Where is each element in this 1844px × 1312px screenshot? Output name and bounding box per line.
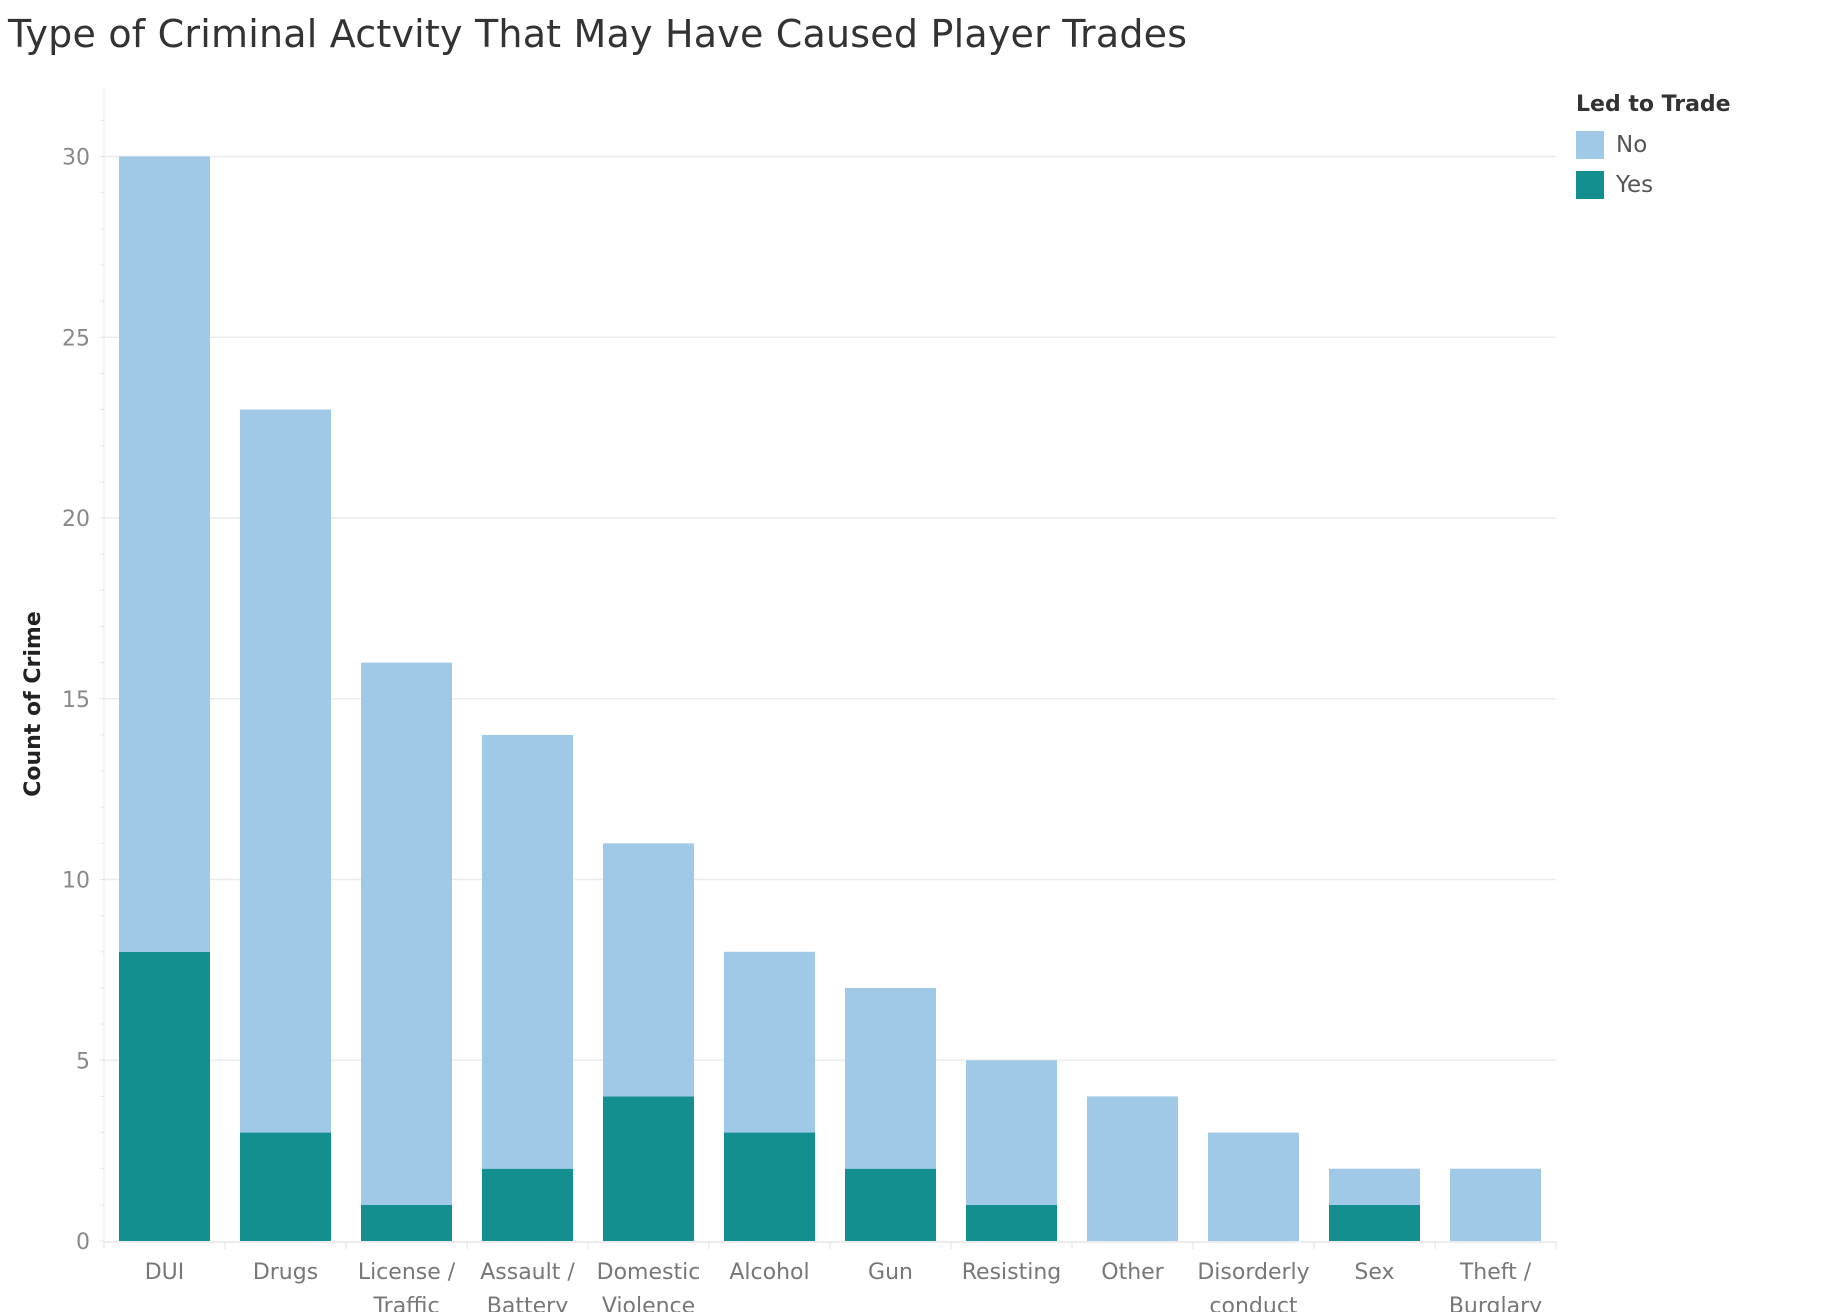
bar-no <box>603 843 694 1097</box>
bar-no <box>1450 1168 1541 1241</box>
y-tick-label: 30 <box>62 146 90 171</box>
bar-no <box>361 662 452 1205</box>
y-tick-label: 20 <box>62 507 90 532</box>
legend-swatch <box>1576 131 1604 159</box>
x-tick-label: conduct <box>1209 1294 1298 1312</box>
x-tick-label: Domestic <box>597 1260 701 1285</box>
legend-item-yes[interactable]: Yes <box>1576 165 1731 205</box>
bar-no <box>119 156 210 952</box>
bar-yes <box>845 1168 936 1241</box>
legend-label: No <box>1616 132 1648 158</box>
x-tick-label: Other <box>1101 1260 1164 1285</box>
x-tick-label: DUI <box>145 1260 185 1285</box>
x-tick-label: Gun <box>868 1260 913 1285</box>
x-tick-label: Burglary <box>1449 1294 1542 1312</box>
y-tick-label: 5 <box>76 1049 90 1074</box>
x-tick-label: Violence <box>602 1294 695 1312</box>
x-tick-label: Sex <box>1354 1260 1394 1285</box>
y-tick-label: 10 <box>62 869 90 894</box>
legend-label: Yes <box>1616 172 1654 198</box>
x-tick-label: Drugs <box>253 1260 318 1285</box>
bar-no <box>966 1060 1057 1205</box>
legend-swatch <box>1576 171 1604 199</box>
bar-no <box>240 409 331 1133</box>
bar-yes <box>119 951 210 1241</box>
bar-no <box>482 734 573 1169</box>
legend-title: Led to Trade <box>1576 92 1731 117</box>
bar-yes <box>724 1132 815 1241</box>
bar-yes <box>966 1204 1057 1241</box>
bar-yes <box>482 1168 573 1241</box>
y-tick-label: 25 <box>62 326 90 351</box>
bar-no <box>1208 1132 1299 1241</box>
bar-no <box>1087 1096 1178 1241</box>
gridlines <box>104 155 1556 1061</box>
x-tick-label: Alcohol <box>729 1260 809 1285</box>
y-tick-label: 15 <box>62 688 90 713</box>
y-tick-label: 0 <box>76 1230 90 1255</box>
bars <box>119 156 1541 1241</box>
bar-no <box>1329 1168 1420 1205</box>
bar-yes <box>1329 1204 1420 1241</box>
x-tick-label: Resisting <box>962 1260 1062 1285</box>
bar-no <box>845 987 936 1169</box>
chart-title: Type of Criminal Actvity That May Have C… <box>8 12 1188 56</box>
x-tick-label: Battery <box>487 1294 568 1312</box>
legend-item-no[interactable]: No <box>1576 125 1731 165</box>
x-tick-label: Assault / <box>480 1260 575 1285</box>
axes <box>100 87 1557 1249</box>
legend-items: No Yes <box>1576 125 1731 205</box>
x-tick-label: Traffic <box>372 1294 439 1312</box>
x-tick-label: License / <box>358 1260 456 1285</box>
bar-yes <box>603 1096 694 1241</box>
bar-yes <box>240 1132 331 1241</box>
x-tick-label: Disorderly <box>1197 1260 1309 1285</box>
labels: 0 5 10 15 20 25 30 Count of Crime DUI Drugs Licens… <box>21 146 1542 1312</box>
x-tick-label: Theft / <box>1459 1260 1532 1285</box>
y-axis-title: Count of Crime <box>21 611 46 797</box>
bar-yes <box>361 1204 452 1241</box>
legend: Led to Trade No Yes <box>1576 92 1731 205</box>
bar-no <box>724 951 815 1133</box>
